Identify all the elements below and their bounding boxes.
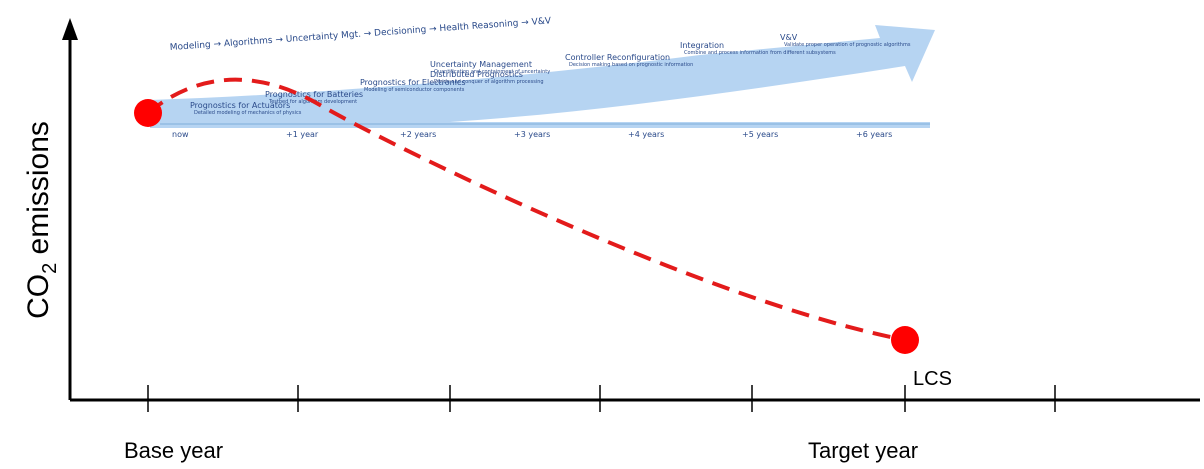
roadmap-item-desc: Decision making based on prognostic info… bbox=[569, 62, 693, 68]
roadmap-item-desc: Divide and conquer of algorithm processi… bbox=[434, 79, 544, 85]
y-arrow bbox=[62, 18, 78, 40]
roadmap-item-desc: Validate proper operation of prognostic … bbox=[784, 42, 911, 48]
timeline-label: +3 years bbox=[514, 130, 550, 139]
end-label: LCS bbox=[913, 368, 952, 390]
start-point bbox=[134, 99, 162, 127]
y-axis-label: CO2 emissions bbox=[22, 121, 61, 319]
roadmap-item-title: Controller Reconfiguration bbox=[565, 53, 670, 62]
timeline-label: +2 years bbox=[400, 130, 436, 139]
roadmap-item-title: Prognostics for Actuators bbox=[190, 101, 290, 110]
roadmap-item-title: Prognostics for Electronics bbox=[360, 78, 466, 87]
roadmap-item-desc: Modeling of semiconductor components bbox=[364, 87, 465, 93]
roadmap-flow: Modeling → Algorithms → Uncertainty Mgt.… bbox=[170, 16, 553, 53]
roadmap-item-desc: Combine and process information from dif… bbox=[684, 50, 836, 56]
roadmap-item-title: Distributed Prognostics bbox=[430, 70, 523, 79]
timeline-label: +5 years bbox=[742, 130, 778, 139]
x-ticks bbox=[147, 385, 1056, 412]
end-point bbox=[891, 326, 919, 354]
x-axis-label: Target year bbox=[808, 438, 918, 463]
roadmap-item-title: V&V bbox=[780, 33, 798, 42]
timeline-label: +4 years bbox=[628, 130, 664, 139]
x-axis-label: Base year bbox=[124, 438, 223, 463]
roadmap-item-desc: Quantification and containment of uncert… bbox=[434, 69, 550, 75]
timeline-label: now bbox=[172, 130, 189, 139]
roadmap-item-desc: Detailed modeling of mechanics of physic… bbox=[194, 110, 302, 116]
timeline-label: +1 year bbox=[286, 130, 319, 139]
timeline-label: +6 years bbox=[856, 130, 892, 139]
roadmap-item-title: Uncertainty Management bbox=[430, 60, 532, 69]
roadmap-item-title: Integration bbox=[680, 41, 724, 50]
roadmap-arrow bbox=[150, 25, 935, 128]
roadmap-item-title: Prognostics for Batteries bbox=[265, 90, 363, 99]
